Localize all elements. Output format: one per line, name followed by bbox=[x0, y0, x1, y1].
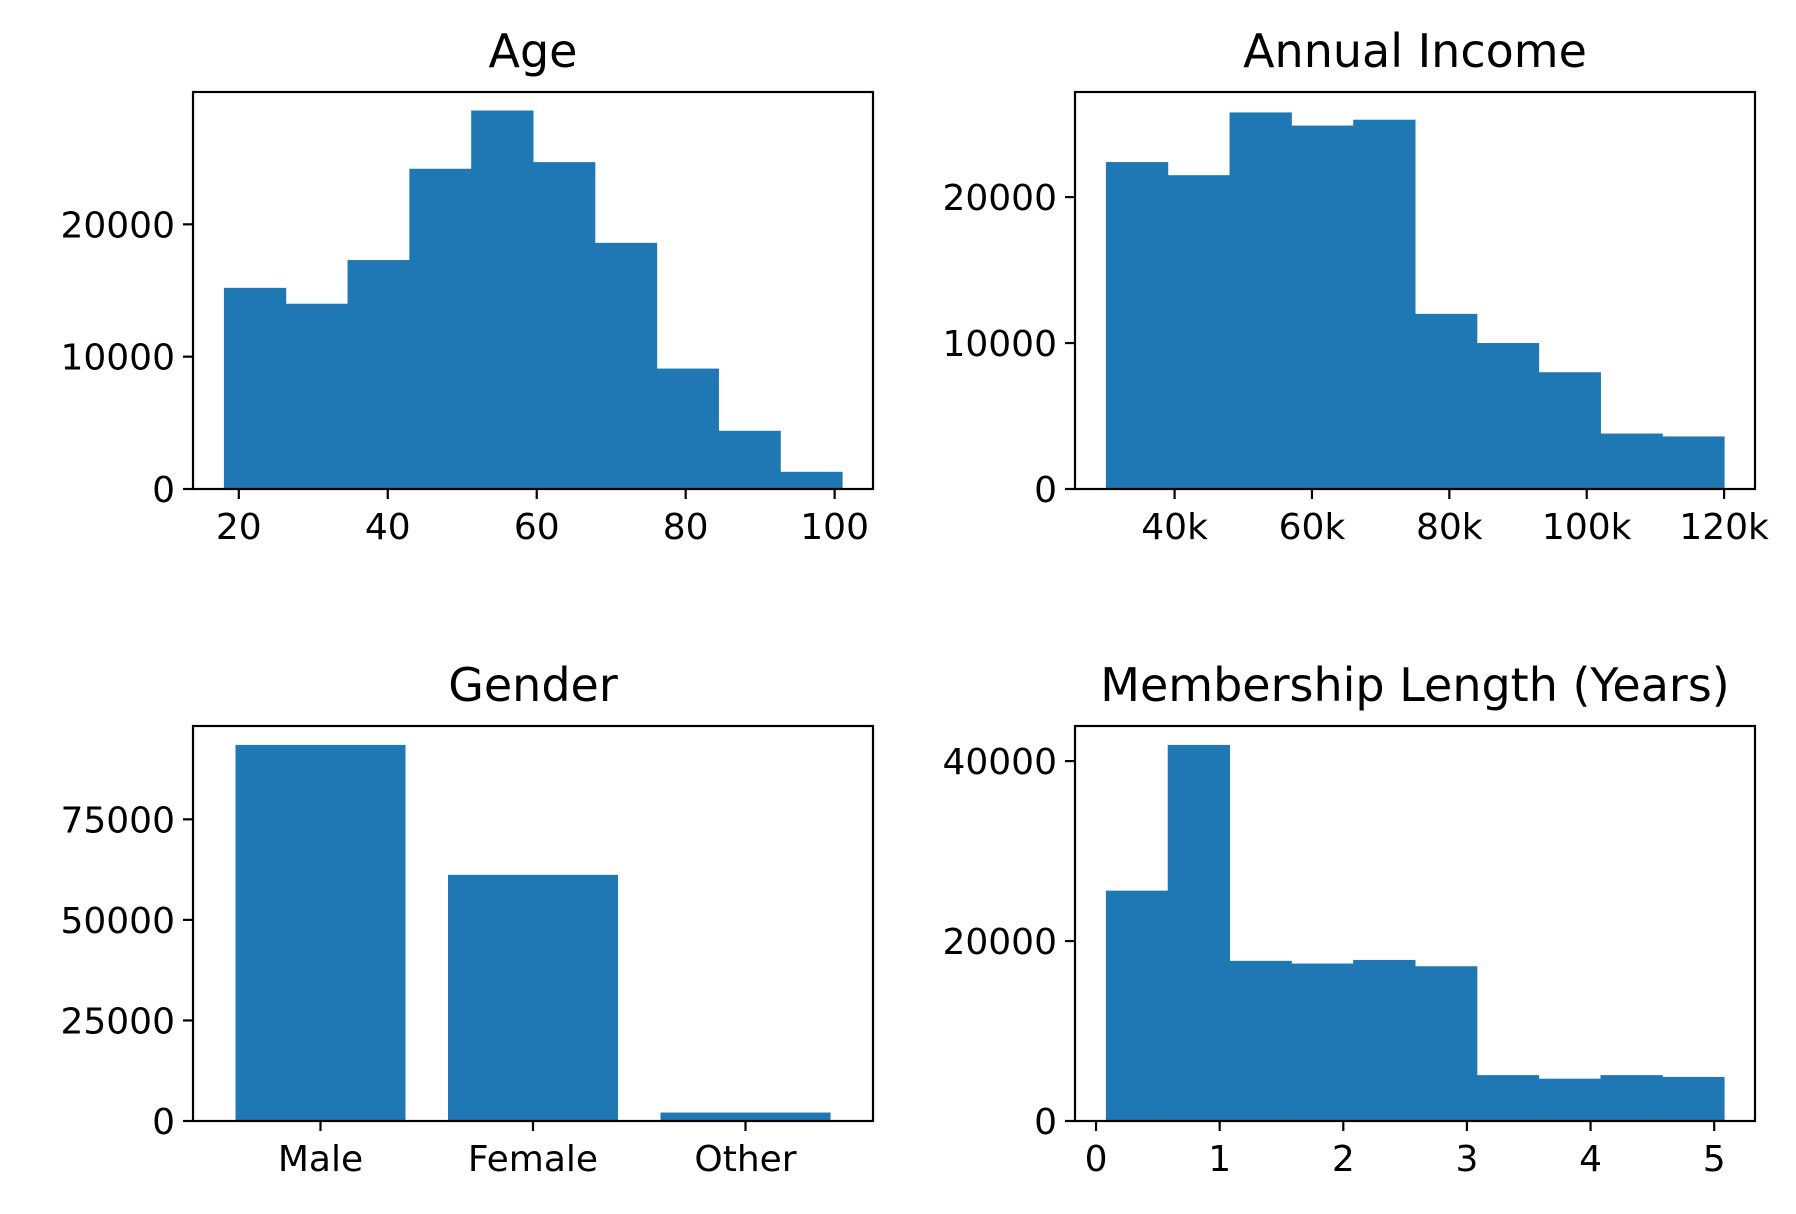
x-tick-label: 20 bbox=[216, 507, 262, 548]
axes-frame bbox=[191, 724, 875, 1123]
histogram-bar bbox=[1353, 119, 1416, 489]
histogram-bar bbox=[533, 162, 596, 490]
panel-title: Annual Income bbox=[1243, 24, 1587, 78]
histogram-bar bbox=[718, 430, 781, 489]
x-tick-label: 0 bbox=[1085, 1139, 1108, 1180]
x-tick-label: 2 bbox=[1332, 1139, 1355, 1180]
y-tick-label: 25000 bbox=[60, 1001, 175, 1042]
x-tick-label: Other bbox=[694, 1139, 796, 1180]
x-tick-label: 4 bbox=[1579, 1139, 1602, 1180]
y-tick-label: 40000 bbox=[942, 742, 1057, 783]
x-tick-label: 60 bbox=[514, 507, 560, 548]
y-tick-label: 20000 bbox=[60, 205, 175, 246]
y-tick-label: 20000 bbox=[942, 922, 1057, 963]
panel-title: Gender bbox=[448, 658, 618, 712]
histogram-bar bbox=[1291, 125, 1354, 489]
y-tick-label: 10000 bbox=[60, 338, 175, 379]
x-tick-label: 1 bbox=[1208, 1139, 1231, 1180]
x-tick-label: 40 bbox=[365, 507, 411, 548]
histogram-bar bbox=[594, 242, 658, 489]
x-tick-label: 100 bbox=[800, 507, 869, 548]
chart-panel-3: Male Female Other 0 25000 50000 75000 Gender bbox=[60, 658, 875, 1180]
x-tick-label: 120k bbox=[1679, 507, 1769, 548]
bar-female bbox=[448, 874, 618, 1121]
histogram-bar bbox=[1600, 433, 1663, 489]
axes-frame bbox=[191, 90, 875, 491]
panel-title: Membership Length (Years) bbox=[1100, 658, 1729, 712]
histogram-bar bbox=[1662, 436, 1725, 489]
x-tick-label: 5 bbox=[1703, 1139, 1726, 1180]
histogram-bar bbox=[1538, 1078, 1601, 1121]
bar-male bbox=[235, 744, 406, 1121]
bar-other bbox=[660, 1112, 831, 1121]
chart-panel-2: 40k 60k 80k 100k 120k 0 10000 20000 Annual Incom… bbox=[942, 24, 1769, 548]
histogram-bar bbox=[1415, 966, 1478, 1121]
x-tick-label: 60k bbox=[1279, 507, 1346, 548]
histogram-bar bbox=[471, 110, 534, 489]
y-tick-label: 0 bbox=[152, 470, 175, 511]
x-tick-label: 3 bbox=[1455, 1139, 1478, 1180]
x-tick-label: 40k bbox=[1141, 507, 1208, 548]
histogram-bar bbox=[223, 287, 287, 489]
histogram-bar bbox=[285, 303, 349, 489]
axes-frame bbox=[1073, 724, 1757, 1123]
histogram-bar bbox=[1167, 744, 1231, 1121]
y-tick-label: 20000 bbox=[942, 178, 1057, 219]
chart-panel-1: 20 40 60 80 100 0 10000 20000 Age bbox=[60, 24, 875, 548]
axes-frame bbox=[1073, 90, 1757, 491]
histogram-bar bbox=[347, 260, 410, 489]
chart-panel-4: 0 1 2 3 4 5 0 20000 40000 Membership Length (Year… bbox=[942, 658, 1757, 1180]
panel-title: Age bbox=[489, 24, 578, 78]
histogram-bar bbox=[1415, 313, 1478, 489]
x-tick-label: Male bbox=[278, 1139, 363, 1180]
x-tick-label: Female bbox=[468, 1139, 598, 1180]
y-tick-label: 50000 bbox=[60, 901, 175, 942]
y-tick-label: 10000 bbox=[942, 324, 1057, 365]
histogram-bar bbox=[409, 168, 472, 489]
histogram-bar bbox=[780, 471, 843, 489]
histogram-bar bbox=[1229, 960, 1292, 1121]
y-tick-label: 0 bbox=[152, 1102, 175, 1143]
x-tick-label: 80k bbox=[1416, 507, 1483, 548]
histogram-bar bbox=[1538, 372, 1601, 489]
histogram-bar bbox=[656, 368, 719, 489]
histogram-bar bbox=[1476, 343, 1540, 489]
histogram-bar bbox=[1662, 1076, 1725, 1121]
histogram-bar bbox=[1105, 162, 1169, 489]
x-tick-label: 80 bbox=[663, 507, 709, 548]
histogram-bar bbox=[1291, 963, 1354, 1121]
histogram-bar bbox=[1167, 175, 1231, 489]
x-tick-label: 100k bbox=[1542, 507, 1632, 548]
y-tick-label: 75000 bbox=[60, 800, 175, 841]
y-tick-label: 0 bbox=[1034, 470, 1057, 511]
histogram-bar bbox=[1229, 112, 1292, 489]
histogram-bar bbox=[1600, 1075, 1663, 1121]
histogram-bar bbox=[1105, 890, 1169, 1121]
histogram-bar bbox=[1476, 1075, 1540, 1121]
histogram-bar bbox=[1353, 959, 1416, 1121]
y-tick-label: 0 bbox=[1034, 1102, 1057, 1143]
